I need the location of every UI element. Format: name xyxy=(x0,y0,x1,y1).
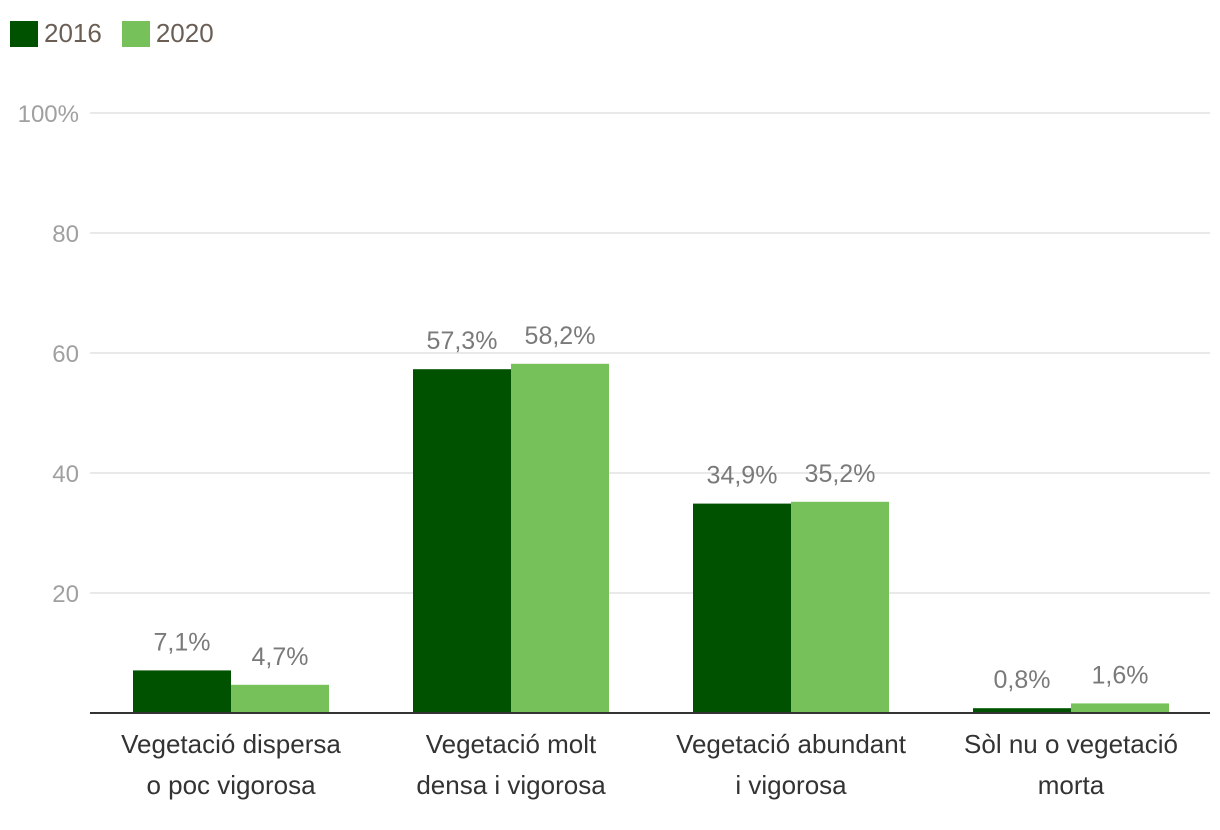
bar-2020-3 xyxy=(1071,703,1169,713)
category-label-line: o poc vigorosa xyxy=(146,770,316,800)
legend-label-2016: 2016 xyxy=(44,18,102,48)
bar-2020-0 xyxy=(231,684,329,713)
legend-item-2020: 2020 xyxy=(121,18,214,49)
data-label-2020-1: 58,2% xyxy=(525,322,596,350)
legend-item-2016: 2016 xyxy=(10,18,102,49)
data-label-2016-3: 0,8% xyxy=(994,666,1051,694)
category-label-1: Vegetació molt densa i vigorosa xyxy=(416,729,606,800)
bar-2020-2 xyxy=(791,501,889,713)
data-label-2020-2: 35,2% xyxy=(805,460,876,488)
category-label-line: morta xyxy=(1038,770,1105,800)
bar-2016-2 xyxy=(693,503,791,713)
y-tick-label-40: 40 xyxy=(52,461,79,488)
data-label-2016-2: 34,9% xyxy=(707,462,778,490)
legend-swatch-2016 xyxy=(10,20,38,47)
category-label-line: Vegetació molt xyxy=(426,729,597,759)
bar-2016-1 xyxy=(413,369,511,713)
category-label-3: Sòl nu o vegetació morta xyxy=(964,729,1178,800)
category-label-line: densa i vigorosa xyxy=(416,770,606,800)
legend-swatch-2020 xyxy=(121,20,150,47)
y-tick-label-100: 100% xyxy=(18,101,79,128)
category-label-2: Vegetació abundant i vigorosa xyxy=(676,729,907,800)
y-tick-label-80: 80 xyxy=(52,221,79,248)
category-label-line: Sòl nu o vegetació xyxy=(964,729,1178,759)
bar-2020-1 xyxy=(511,363,609,713)
category-label-0: Vegetació dispersa o poc vigorosa xyxy=(121,729,341,800)
category-label-line: Vegetació dispersa xyxy=(121,729,341,759)
y-tick-label-60: 60 xyxy=(52,341,79,368)
data-label-2016-0: 7,1% xyxy=(154,628,211,656)
data-label-2016-1: 57,3% xyxy=(427,327,498,355)
data-label-2020-0: 4,7% xyxy=(252,643,309,671)
bar-2016-0 xyxy=(133,670,231,713)
bar-2016-3 xyxy=(973,708,1071,713)
category-label-line: i vigorosa xyxy=(735,770,847,800)
data-label-2020-3: 1,6% xyxy=(1092,661,1149,689)
category-label-line: Vegetació abundant xyxy=(676,729,907,759)
legend-label-2020: 2020 xyxy=(155,18,214,48)
y-tick-label-20: 20 xyxy=(52,581,79,608)
legend: 2016 2020 xyxy=(10,18,234,49)
